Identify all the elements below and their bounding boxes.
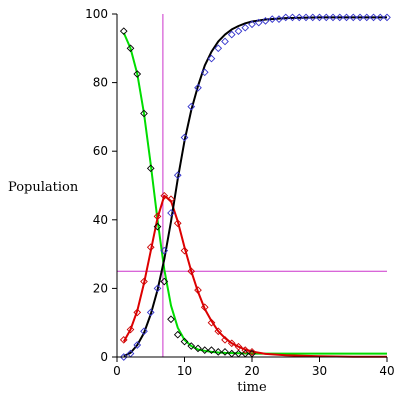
diamond-marker — [167, 209, 175, 217]
diamond-marker — [315, 13, 324, 22]
diamond-marker — [200, 303, 209, 312]
diamond-marker — [268, 15, 277, 23]
y-tick-label: 40 — [93, 213, 108, 227]
diamond-marker — [288, 13, 297, 22]
diamond-marker — [153, 284, 162, 293]
diamond-marker — [180, 337, 189, 346]
diamond-marker — [221, 37, 229, 46]
diamond-marker — [140, 327, 148, 336]
series-line-3 — [123, 16, 387, 357]
diamond-marker — [173, 219, 182, 228]
diamond-marker — [383, 13, 391, 22]
axes — [116, 14, 387, 358]
x-tick-label: 10 — [177, 364, 192, 378]
reference-lines — [117, 14, 387, 357]
diamond-marker — [146, 164, 155, 173]
x-tick-label: 30 — [312, 364, 327, 378]
tick-labels: 0 20 40 60 80 100 0 10 20 30 40 — [85, 7, 395, 378]
diamond-marker — [214, 327, 223, 336]
diamond-marker — [342, 13, 351, 22]
diamond-marker — [207, 318, 216, 327]
diamond-marker — [187, 267, 196, 276]
diamond-marker — [234, 27, 243, 35]
diamond-marker — [146, 308, 155, 317]
diamond-marker — [241, 346, 250, 354]
diamond-marker — [194, 83, 202, 92]
diamond-marker — [187, 342, 196, 350]
diamond-marker — [302, 13, 310, 22]
diamond-marker — [261, 17, 270, 25]
diamond-marker — [153, 212, 162, 221]
diamond-marker — [248, 20, 256, 29]
diamond-marker — [119, 336, 128, 344]
y-tick-label: 0 — [100, 350, 108, 364]
y-tick-label: 20 — [93, 281, 108, 295]
diamond-marker — [221, 348, 229, 356]
diamond-marker — [275, 15, 283, 23]
diamond-marker — [133, 341, 142, 349]
diamond-marker — [187, 102, 196, 111]
diamond-marker — [160, 191, 169, 200]
diamond-marker — [180, 133, 189, 142]
marker-series-2 — [119, 191, 256, 356]
diamond-marker — [119, 27, 128, 35]
diamond-marker — [227, 339, 236, 348]
diamond-marker — [322, 13, 331, 22]
diamond-marker — [376, 13, 385, 22]
diamond-marker — [335, 13, 344, 22]
diamond-marker — [167, 315, 175, 324]
diamond-marker — [221, 336, 229, 344]
diamond-marker — [295, 13, 304, 22]
diamond-marker — [167, 195, 175, 204]
y-tick-label: 80 — [93, 76, 108, 90]
diamond-marker — [140, 277, 148, 286]
diamond-marker — [146, 243, 155, 252]
marker-series-3 — [119, 13, 391, 361]
diamond-marker — [119, 353, 128, 361]
diamond-marker — [369, 13, 378, 22]
y-axis-title: Population — [8, 180, 79, 195]
series-layer — [119, 13, 391, 361]
diamond-marker — [140, 109, 148, 118]
diamond-marker — [254, 18, 263, 27]
x-tick-label: 0 — [113, 364, 121, 378]
diamond-marker — [308, 13, 317, 22]
diamond-marker — [227, 30, 236, 39]
diamond-marker — [126, 44, 135, 53]
x-axis-title: time — [237, 380, 267, 395]
diamond-marker — [281, 13, 290, 22]
diamond-marker — [241, 23, 250, 32]
diamond-marker — [356, 13, 364, 22]
diamond-marker — [180, 246, 189, 255]
diamond-marker — [133, 308, 142, 317]
diamond-marker — [214, 348, 223, 356]
diamond-marker — [329, 13, 337, 22]
diamond-marker — [200, 68, 209, 77]
diamond-marker — [200, 346, 209, 354]
y-tick-label: 60 — [93, 144, 108, 158]
marker-series-1 — [119, 27, 256, 358]
diamond-marker — [207, 346, 216, 354]
diamond-marker — [248, 348, 256, 356]
diamond-marker — [160, 246, 169, 255]
diamond-marker — [362, 13, 371, 22]
y-tick-label: 100 — [85, 7, 108, 21]
diamond-marker — [153, 222, 162, 231]
diamond-marker — [234, 342, 243, 351]
diamond-marker — [160, 277, 169, 286]
diamond-marker — [214, 44, 223, 53]
diamond-marker — [207, 54, 216, 63]
x-tick-label: 40 — [379, 364, 394, 378]
diamond-marker — [349, 13, 358, 22]
diamond-marker — [173, 171, 182, 180]
x-tick-label: 20 — [244, 364, 259, 378]
diamond-marker — [133, 70, 142, 78]
diamond-marker — [126, 325, 135, 334]
diamond-marker — [194, 286, 202, 294]
diamond-marker — [173, 330, 182, 339]
diamond-marker — [194, 344, 202, 353]
